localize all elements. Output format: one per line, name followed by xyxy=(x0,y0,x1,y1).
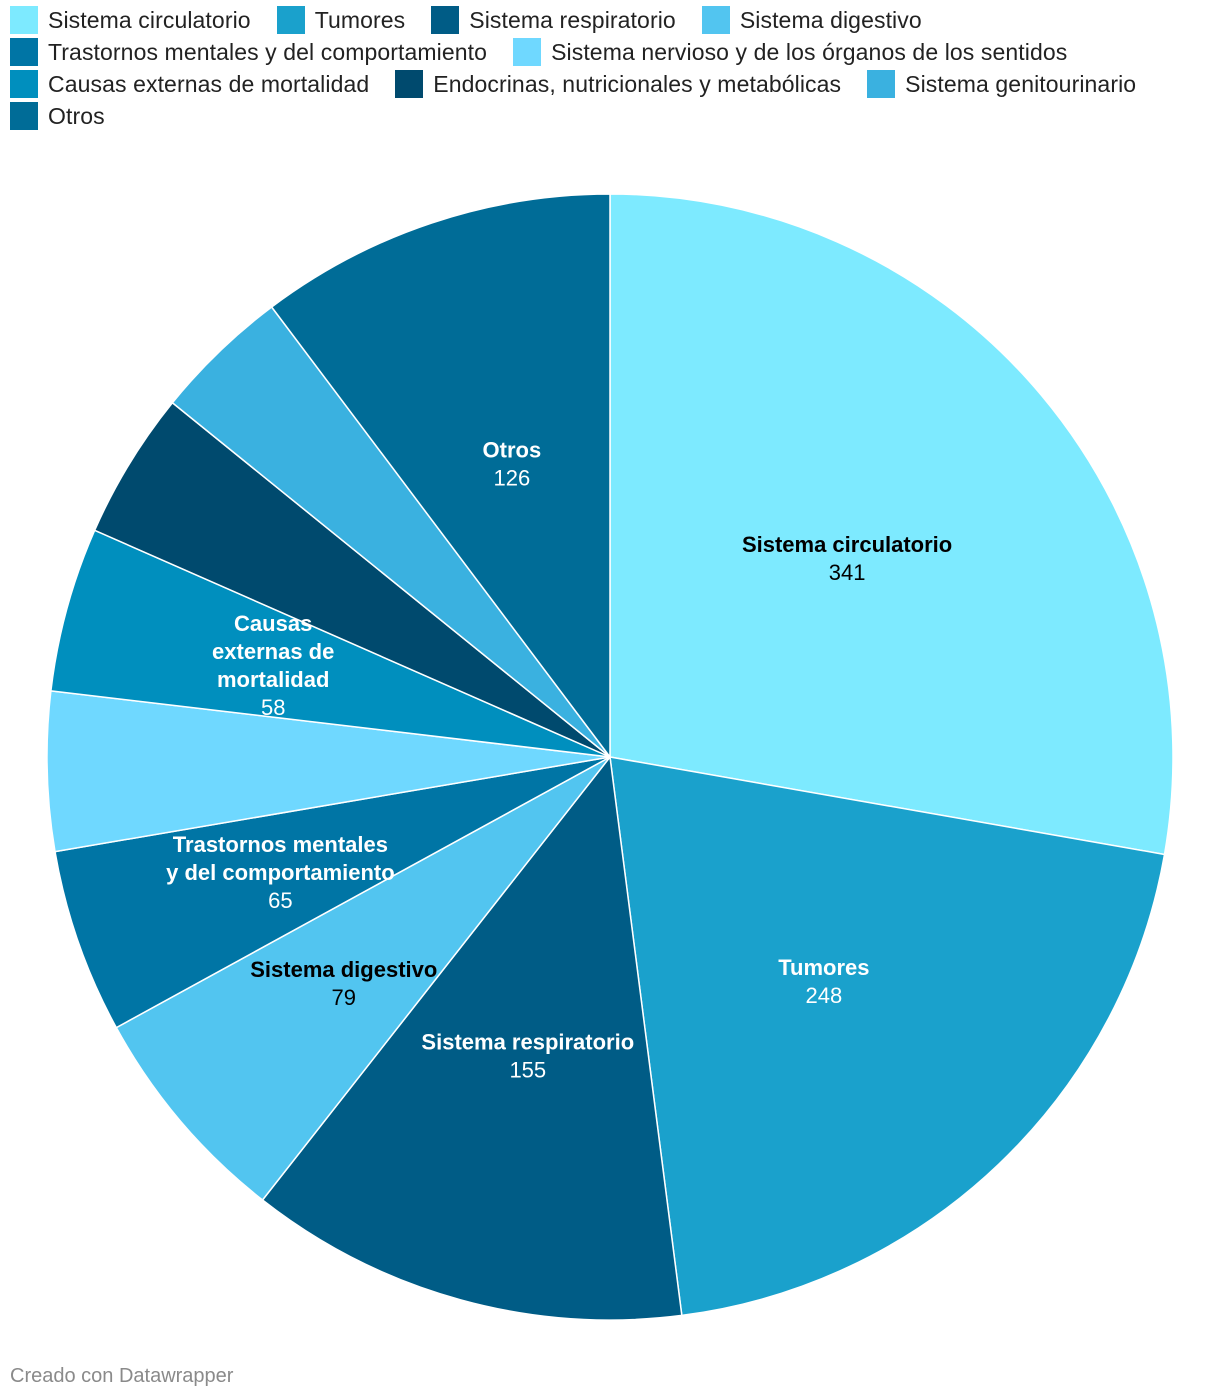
slice-label-value: 65 xyxy=(268,888,292,913)
slice-label-name: mortalidad xyxy=(217,667,329,692)
legend-item-tumores: Tumores xyxy=(276,6,406,34)
legend-label: Sistema nervioso y de los órganos de los… xyxy=(551,38,1068,65)
legend-label: Sistema circulatorio xyxy=(48,6,251,33)
legend: Sistema circulatorio Tumores Sistema respi… xyxy=(10,6,1210,130)
legend-swatch xyxy=(513,38,542,66)
slice-label-value: 126 xyxy=(494,465,531,490)
legend-swatch xyxy=(395,70,424,98)
pie-slice-tumores xyxy=(609,756,1166,1317)
pie-slice-sistema-digestivo xyxy=(115,756,611,1202)
slice-label-value: 341 xyxy=(829,560,866,585)
slice-label-value: 79 xyxy=(332,985,356,1010)
legend-item-sistema-genitourinario: Sistema genitourinario xyxy=(867,70,1136,98)
slice-label-otros: Otros 126 xyxy=(483,437,542,490)
legend-item-sistema-respiratorio: Sistema respiratorio xyxy=(431,6,676,34)
slice-label-value: 58 xyxy=(261,695,285,720)
legend-label: Otros xyxy=(48,102,105,129)
legend-label: Sistema genitourinario xyxy=(905,70,1137,97)
legend-label: Tumores xyxy=(314,6,406,33)
slice-label-name: Causas xyxy=(234,611,312,636)
pie-slice-causas-externas-de-mortalidad xyxy=(50,529,611,758)
slice-label-name: Sistema respiratorio xyxy=(421,1030,634,1055)
legend-item-sistema-nervioso-y-de-los-organos-de-los-sentidos: Sistema nervioso y de los órganos de los… xyxy=(513,38,1067,66)
slice-label-name: Otros xyxy=(483,437,542,462)
slice-label-name: Sistema digestivo xyxy=(250,957,437,982)
slice-label-name: Trastornos mentales xyxy=(173,832,388,857)
legend-item-sistema-circulatorio: Sistema circulatorio xyxy=(10,6,251,34)
legend-swatch xyxy=(431,6,460,34)
slice-label-sistema-digestivo: Sistema digestivo 79 xyxy=(250,957,437,1010)
legend-label: Sistema respiratorio xyxy=(469,6,676,33)
legend-swatch xyxy=(10,6,38,34)
legend-swatch xyxy=(867,70,896,98)
pie-slice-otros xyxy=(270,193,611,760)
slice-label-name: Tumores xyxy=(778,955,869,980)
legend-label: Trastornos mentales y del comportamiento xyxy=(48,38,488,65)
legend-item-trastornos-mentales-y-del-comportamiento: Trastornos mentales y del comportamiento xyxy=(10,38,487,66)
slice-label-name: y del comportamiento xyxy=(166,860,395,885)
pie-slice-trastornos-mentales-y-del-comportamiento xyxy=(54,756,611,1029)
slice-label-sistema-circulatorio: Sistema circulatorio 341 xyxy=(742,532,952,585)
slice-label-causas-externas-de-mortalidad: Causas externas de mortalidad 58 xyxy=(212,611,334,720)
slice-label-tumores: Tumores 248 xyxy=(778,955,869,1008)
legend-item-otros: Otros xyxy=(10,102,105,130)
pie-slice-sistema-nervioso-y-de-los-organos-de-los-sentidos xyxy=(46,690,611,853)
legend-label: Endocrinas, nutricionales y metabólicas xyxy=(433,70,842,97)
legend-label: Causas externas de mortalidad xyxy=(48,70,370,97)
legend-item-causas-externas-de-mortalidad: Causas externas de mortalidad xyxy=(10,70,369,98)
legend-swatch xyxy=(10,70,38,98)
slice-label-value: 248 xyxy=(806,983,843,1008)
slice-label-trastornos-mentales-y-del-comportamiento: Trastornos mentales y del comportamiento 6… xyxy=(166,832,395,913)
legend-label: Sistema digestivo xyxy=(739,6,922,33)
legend-item-sistema-digestivo: Sistema digestivo xyxy=(701,6,922,34)
legend-item-endocrinas-nutricionales-y-metabolicas: Endocrinas, nutricionales y metabólicas xyxy=(395,70,841,98)
pie-slice-sistema-circulatorio xyxy=(609,193,1174,856)
slice-label-sistema-respiratorio: Sistema respiratorio 155 xyxy=(421,1030,634,1083)
legend-swatch xyxy=(10,102,38,130)
slice-label-name: externas de xyxy=(212,639,334,664)
pie-slice-sistema-respiratorio xyxy=(261,755,683,1321)
legend-swatch xyxy=(10,38,38,66)
legend-swatch xyxy=(701,6,730,34)
slice-label-name: Sistema circulatorio xyxy=(742,532,952,557)
footer-credit: Creado con Datawrapper xyxy=(10,1365,234,1387)
legend-swatch xyxy=(276,6,305,34)
slice-label-value: 155 xyxy=(509,1058,546,1083)
